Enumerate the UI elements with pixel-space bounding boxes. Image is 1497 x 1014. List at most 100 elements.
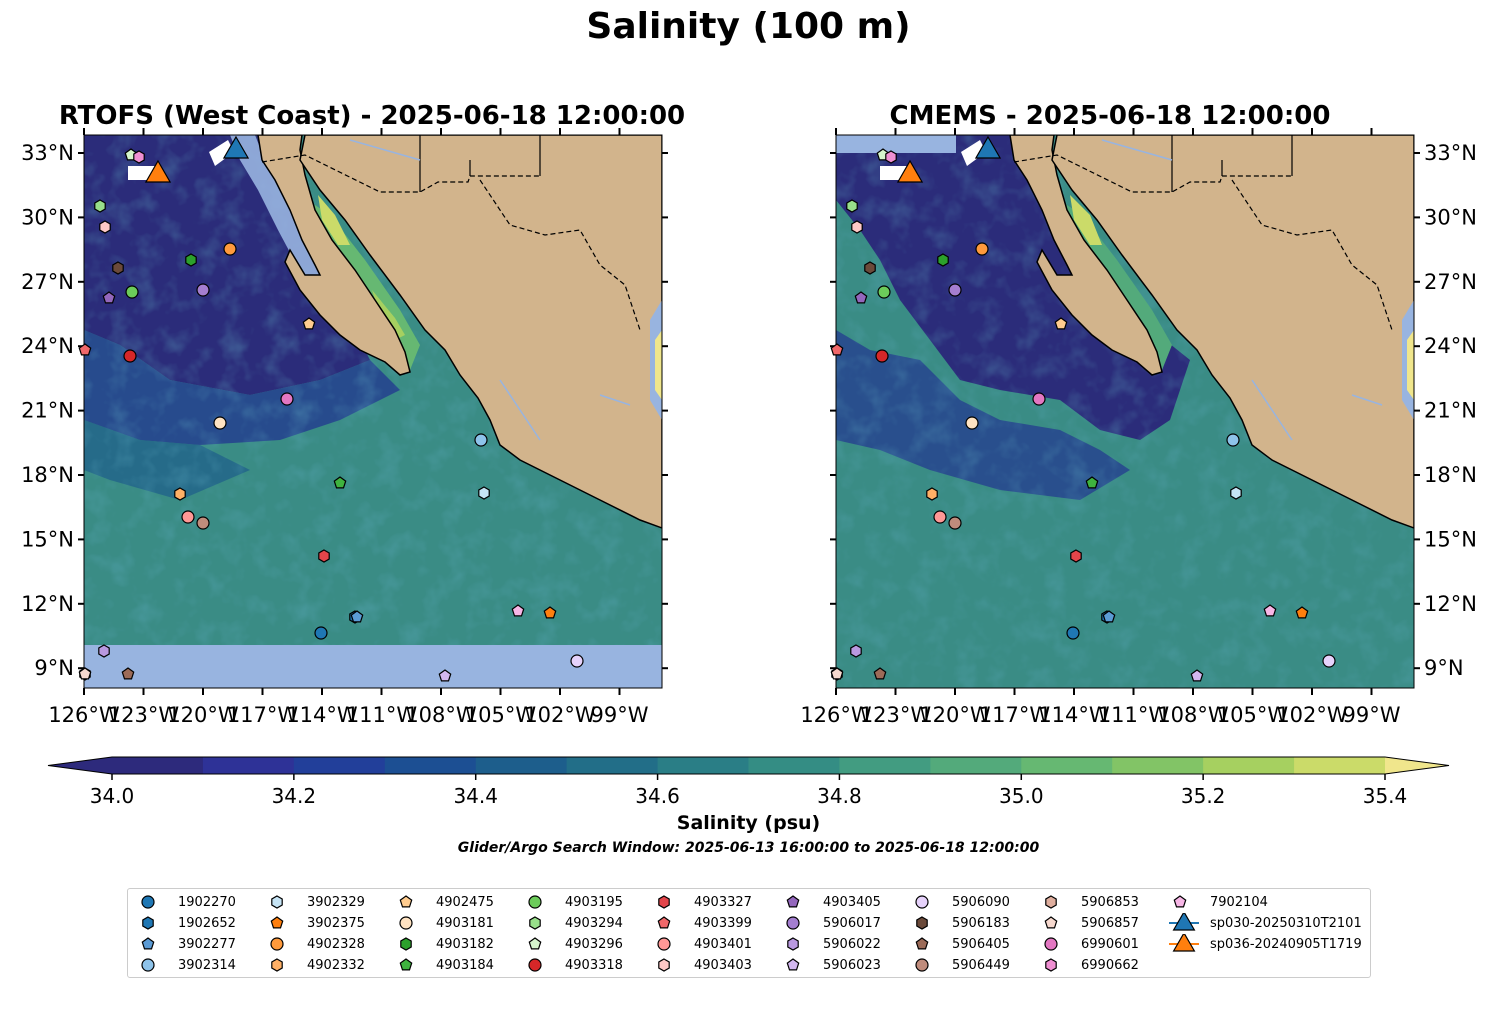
glider-track-sp030 xyxy=(961,140,986,166)
legend-symbol xyxy=(658,958,670,972)
float-marker-3902314 xyxy=(1226,433,1240,447)
legend-label: 3902314 xyxy=(178,957,236,973)
legend-label: sp030-20250310T2101 xyxy=(1210,915,1362,931)
float-marker-3902375 xyxy=(1295,606,1309,619)
colorbar-segment xyxy=(1021,757,1113,774)
legend-symbol xyxy=(528,895,542,909)
colorbar-tick-label: 34.4 xyxy=(453,784,498,808)
lon-tick-label: 120°W xyxy=(919,703,991,727)
lat-tick-label: 18°N xyxy=(1424,463,1477,487)
float-marker-6990601 xyxy=(280,392,294,406)
float-marker-4903401 xyxy=(181,510,195,524)
colorbar-segment xyxy=(930,757,1022,774)
legend-item-4903399: 4903399 xyxy=(652,913,752,933)
legend-label: sp036-20240905T1719 xyxy=(1210,936,1362,952)
glider-marker-sp030 xyxy=(222,135,250,159)
float-marker-5906183 xyxy=(864,261,876,275)
glider-track-sp030 xyxy=(209,140,234,166)
float-marker-4903318 xyxy=(875,349,889,363)
legend-symbol xyxy=(915,937,929,950)
legend-symbol xyxy=(1045,958,1057,972)
legend-item-7902104: 7902104 xyxy=(1168,892,1268,912)
legend-label: 4903195 xyxy=(565,894,623,910)
lat-tick-label: 24°N xyxy=(1424,334,1477,358)
legend-marker-circle-icon xyxy=(141,895,155,909)
legend-marker-hexagon-icon xyxy=(142,916,154,930)
float-marker-4903184 xyxy=(333,476,347,489)
lon-tick-label: 105°W xyxy=(465,703,537,727)
float-marker-3902375 xyxy=(543,606,557,619)
cmems-axis-ticks: 33°N 30°N 27°N 24°N 21°N 18°N 15°N 12°N 9°N 126°W… xyxy=(800,128,1477,727)
legend-label: 4903184 xyxy=(436,957,494,973)
legend-marker-hexagon-icon xyxy=(787,937,799,951)
lon-tick-label: 114°W xyxy=(286,703,358,727)
float-marker-5906449 xyxy=(948,516,962,530)
colorbar-tick-label: 34.2 xyxy=(272,784,317,808)
legend-marker-pentagon-icon xyxy=(399,958,413,971)
legend-label: 4903296 xyxy=(565,936,623,952)
legend-label: 5906405 xyxy=(952,936,1010,952)
legend-item-4903182: 4903182 xyxy=(394,934,494,954)
lat-tick-label: 30°N xyxy=(21,205,74,229)
float-marker-4903182 xyxy=(937,253,949,267)
colorbar-segment xyxy=(112,757,204,774)
legend-item-4903195: 4903195 xyxy=(523,892,623,912)
float-marker-6990662 xyxy=(133,150,145,164)
legend-item-5906857: 5906857 xyxy=(1039,913,1139,933)
lat-tick-label: 9°N xyxy=(34,656,74,680)
legend-symbol xyxy=(786,958,800,971)
legend-label: 3902375 xyxy=(307,915,365,931)
search-window-caption: Glider/Argo Search Window: 2025-06-13 16… xyxy=(457,840,1040,856)
legend-marker-circle-icon xyxy=(528,895,542,909)
legend-item-5906405: 5906405 xyxy=(910,934,1010,954)
legend-marker-pentagon-icon xyxy=(786,895,800,908)
legend-label: 5906183 xyxy=(952,915,1010,931)
colorbar-tick-label: 34.0 xyxy=(90,784,135,808)
lon-tick-label: 126°W xyxy=(48,703,120,727)
float-marker-4903182 xyxy=(185,253,197,267)
legend-item-4903318: 4903318 xyxy=(523,955,623,975)
legend-symbol xyxy=(142,916,154,930)
legend-item-5906090: 5906090 xyxy=(910,892,1010,912)
legend-label: 5906023 xyxy=(823,957,881,973)
float-marker-5906857 xyxy=(78,667,92,680)
legend-marker-hexagon-icon xyxy=(1045,958,1057,972)
float-marker-4903195 xyxy=(125,285,139,299)
legend-label: 4902332 xyxy=(307,957,365,973)
legend-marker-circle-icon xyxy=(786,916,800,930)
legend-label: 5906857 xyxy=(1081,915,1139,931)
colorbar-segment xyxy=(293,757,386,774)
legend-label: 5906017 xyxy=(823,915,881,931)
cmems-panel-title: CMEMS - 2025-06-18 12:00:00 xyxy=(889,101,1331,131)
legend-marker-circle-icon xyxy=(528,958,542,972)
legend-symbol xyxy=(786,895,800,908)
lon-tick-label: 102°W xyxy=(1276,703,1348,727)
legend-symbol xyxy=(915,958,929,972)
float-marker-4903294 xyxy=(846,199,858,213)
legend-item-3902277: 3902277 xyxy=(136,934,236,954)
legend: 1902270 1902652 3902277 3902314 3902329 39023… xyxy=(127,888,1371,978)
legend-item-4902332: 4902332 xyxy=(265,955,365,975)
legend-label: 4903327 xyxy=(694,894,752,910)
float-marker-4903181 xyxy=(213,416,227,430)
float-marker-4903294 xyxy=(94,199,106,213)
legend-symbol xyxy=(141,958,155,972)
legend-triangle xyxy=(1172,934,1196,952)
legend-item-3902329: 3902329 xyxy=(265,892,365,912)
float-marker-4903403 xyxy=(99,220,111,234)
lat-tick-label: 12°N xyxy=(21,592,74,616)
colorbar-segment xyxy=(1294,757,1386,774)
float-marker-4902332 xyxy=(174,487,186,501)
legend-symbol xyxy=(270,916,284,929)
colorbar-segment xyxy=(839,757,931,774)
legend-label: 5906853 xyxy=(1081,894,1139,910)
legend-symbol xyxy=(141,937,155,950)
legend-triangle xyxy=(1172,913,1196,931)
legend-label: 4903401 xyxy=(694,936,752,952)
legend-marker-triangle-icon xyxy=(1169,913,1199,931)
float-marker-5906857 xyxy=(830,667,844,680)
legend-item-6990662: 6990662 xyxy=(1039,955,1139,975)
legend-item-sp036-20240905T1719: sp036-20240905T1719 xyxy=(1168,934,1362,954)
legend-label: 4903403 xyxy=(694,957,752,973)
float-marker-5906449 xyxy=(196,516,210,530)
